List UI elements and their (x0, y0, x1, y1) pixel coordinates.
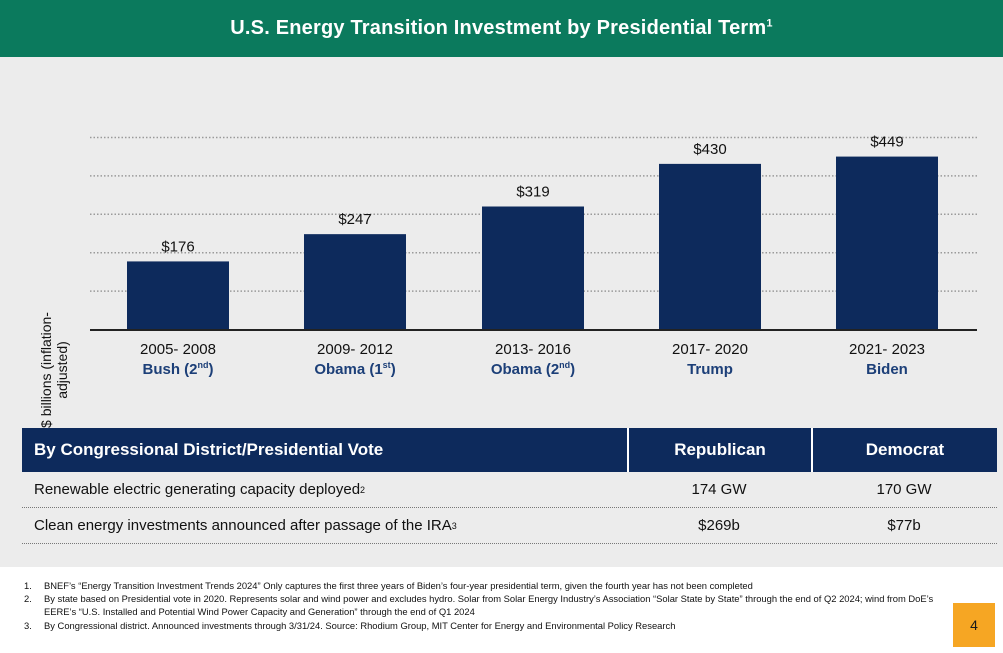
table-header-democrat: Democrat (811, 428, 997, 472)
page-number: 4 (953, 603, 995, 647)
page-title: U.S. Energy Transition Investment by Pre… (230, 17, 773, 39)
header-bar: U.S. Energy Transition Investment by Pre… (0, 0, 1003, 57)
row-republican-value: 174 GW (691, 481, 747, 498)
x-tick-years: 2013- 2016 (495, 341, 571, 358)
title-footnote-ref: 1 (766, 17, 773, 30)
bar-value-label: $176 (161, 238, 194, 255)
x-tick-years: 2017- 2020 (672, 341, 748, 358)
bar (482, 206, 584, 329)
bar-value-label: $449 (870, 134, 903, 151)
row-republican-value: $269b (698, 517, 740, 534)
footnote: 3. By Congressional district. Announced i… (24, 619, 676, 631)
x-tick-label: 2021- 2023 Biden (807, 340, 967, 380)
row-label: Renewable electric generating capacity d… (34, 481, 366, 498)
x-tick-label: 2005- 2008 Bush (2nd) (98, 340, 258, 380)
footnotes: 1. BNEF’s “Energy Transition Investment T… (24, 579, 954, 632)
row-democrat-value: 170 GW (876, 481, 932, 498)
bar (659, 163, 761, 329)
row-label: Clean energy investments announced after… (34, 517, 457, 534)
bar-value-label: $247 (338, 211, 371, 228)
district-vote-table: By Congressional District/Presidential V… (22, 428, 997, 544)
table-row: Renewable electric generating capacity d… (22, 472, 997, 508)
x-tick-president: Obama (2nd) (490, 360, 576, 379)
table-header-label: By Congressional District/Presidential V… (34, 440, 384, 459)
x-tick-president: Trump (687, 361, 733, 378)
bar (127, 261, 229, 329)
bar (304, 234, 406, 329)
x-tick-label: 2017- 2020 Trump (630, 340, 790, 380)
table-row: Clean energy investments announced after… (22, 508, 997, 544)
x-tick-years: 2009- 2012 (317, 341, 393, 358)
table-header: By Congressional District/Presidential V… (22, 428, 997, 472)
x-tick-years: 2021- 2023 (849, 341, 925, 358)
x-tick-label: 2009- 2012 Obama (1st) (275, 340, 435, 380)
row-democrat-value: $77b (887, 517, 921, 534)
x-tick-president: Obama (1st) (314, 360, 396, 379)
x-tick-president: Biden (866, 361, 908, 378)
bar-chart: $176 $247 $319 $430 $449 (90, 134, 977, 331)
bar (836, 156, 938, 329)
table-header-republican: Republican (627, 428, 811, 472)
x-tick-label: 2013- 2016 Obama (2nd) (453, 340, 613, 380)
bar-value-label: $319 (516, 184, 549, 201)
x-tick-president: Bush (2nd) (142, 360, 214, 379)
footnote: 2. By state based on Presidential vote in… (24, 593, 934, 618)
x-tick-years: 2005- 2008 (140, 341, 216, 358)
bar-value-label: $430 (693, 141, 726, 158)
footnote: 1. BNEF’s “Energy Transition Investment T… (24, 580, 753, 591)
